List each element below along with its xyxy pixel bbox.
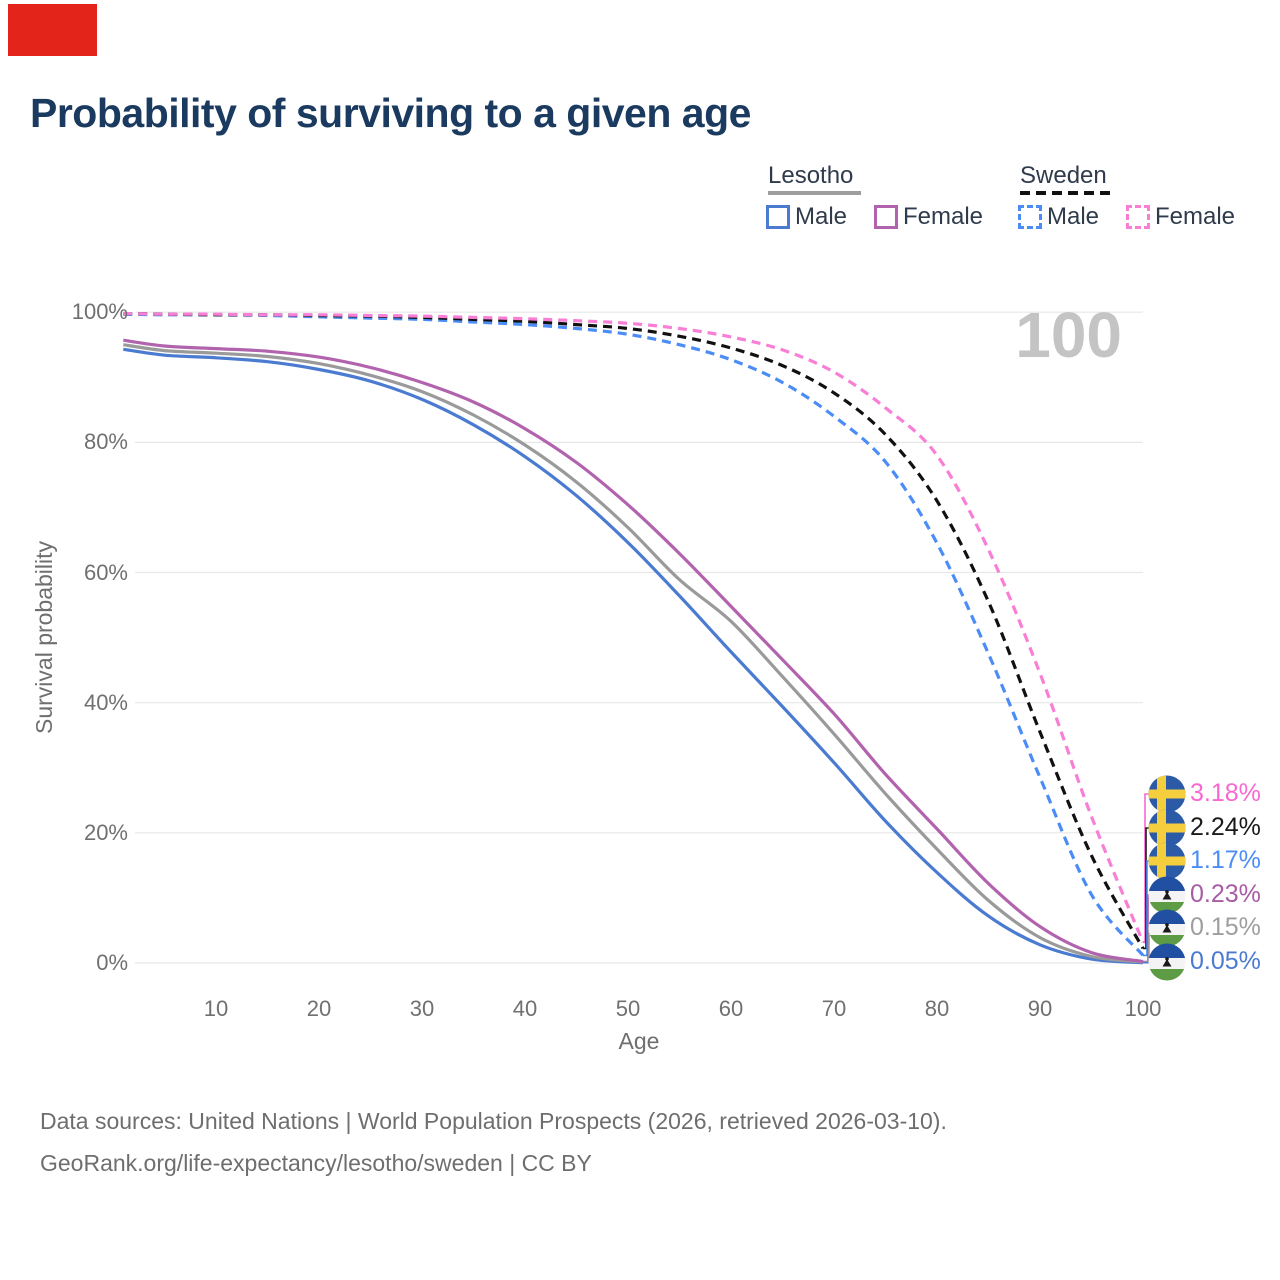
lesotho-flag-icon [1148, 876, 1186, 914]
page-title: Probability of surviving to a given age [30, 90, 751, 136]
sweden-flag-icon [1148, 775, 1186, 813]
legend-item-label: Female [903, 203, 984, 230]
legend-item-label: Male [795, 203, 848, 230]
x-tick-label-60: 60 [718, 996, 744, 1021]
y-tick-label-80%: 80% [83, 429, 128, 454]
hovered-age-watermark: 100 [1015, 299, 1122, 371]
end-value-label-0.23%[interactable]: 0.23% [1190, 880, 1261, 908]
series-line-lesotho-female[interactable] [123, 338, 1144, 964]
y-tick-label-60%: 60% [83, 560, 128, 585]
legend-group-sweden-label[interactable]: Sweden [1020, 162, 1107, 189]
sweden-female-swatch-icon [1126, 205, 1150, 229]
x-axis-title: Age [618, 1028, 660, 1054]
lesotho-solid-line-swatch [768, 191, 861, 195]
legend-item-sweden-female[interactable]: Female [1126, 203, 1235, 231]
sweden-male-swatch-icon [1018, 205, 1042, 229]
sweden-flag-icon [1148, 809, 1186, 847]
y-tick-label-40%: 40% [83, 690, 128, 715]
legend-group-lesotho-label[interactable]: Lesotho [768, 162, 854, 189]
highlight-marker [8, 4, 97, 56]
sweden-dashed-line-swatch [1020, 191, 1111, 195]
legend-item-label: Female [1155, 203, 1236, 230]
series-line-sweden-female[interactable] [123, 311, 1145, 943]
x-tick-label-20: 20 [306, 996, 332, 1021]
end-value-label-0.15%[interactable]: 0.15% [1190, 913, 1261, 941]
series-line-lesotho-male[interactable] [123, 347, 1144, 965]
series-line-lesotho-both[interactable] [123, 343, 1144, 964]
y-tick-label-20%: 20% [83, 820, 128, 845]
x-tick-label-50: 50 [615, 996, 641, 1021]
x-tick-label-100: 100 [1124, 996, 1162, 1021]
x-tick-label-70: 70 [821, 996, 847, 1021]
lesotho-male-swatch-icon [766, 205, 790, 229]
footer-data-sources: Data sources: United Nations | World Pop… [40, 1108, 947, 1134]
x-tick-label-10: 10 [203, 996, 229, 1021]
legend-item-label: Male [1047, 203, 1100, 230]
sweden-flag-icon [1148, 842, 1186, 880]
end-value-label-2.24%[interactable]: 2.24% [1190, 813, 1261, 841]
lesotho-female-swatch-icon [874, 205, 898, 229]
x-tick-label-30: 30 [409, 996, 435, 1021]
series-line-sweden-male[interactable] [123, 312, 1145, 957]
footer-attribution-link[interactable]: GeoRank.org/life-expectancy/lesotho/swed… [40, 1150, 592, 1176]
legend-item-sweden-male[interactable]: Male [1018, 203, 1099, 231]
y-tick-label-0%: 0% [96, 950, 128, 975]
end-value-label-1.17%[interactable]: 1.17% [1190, 846, 1261, 874]
x-tick-label-80: 80 [924, 996, 950, 1021]
lesotho-flag-icon [1148, 909, 1186, 947]
legend-item-lesotho-male[interactable]: Male [766, 203, 847, 231]
x-tick-label-90: 90 [1027, 996, 1053, 1021]
lesotho-flag-icon [1148, 943, 1186, 981]
x-tick-label-40: 40 [512, 996, 538, 1021]
legend-item-lesotho-female[interactable]: Female [874, 203, 983, 231]
series-line-sweden-both[interactable] [123, 311, 1145, 950]
y-tick-label-100%: 100% [71, 299, 128, 324]
end-value-label-3.18%[interactable]: 3.18% [1190, 779, 1261, 807]
end-value-label-0.05%[interactable]: 0.05% [1190, 947, 1261, 975]
